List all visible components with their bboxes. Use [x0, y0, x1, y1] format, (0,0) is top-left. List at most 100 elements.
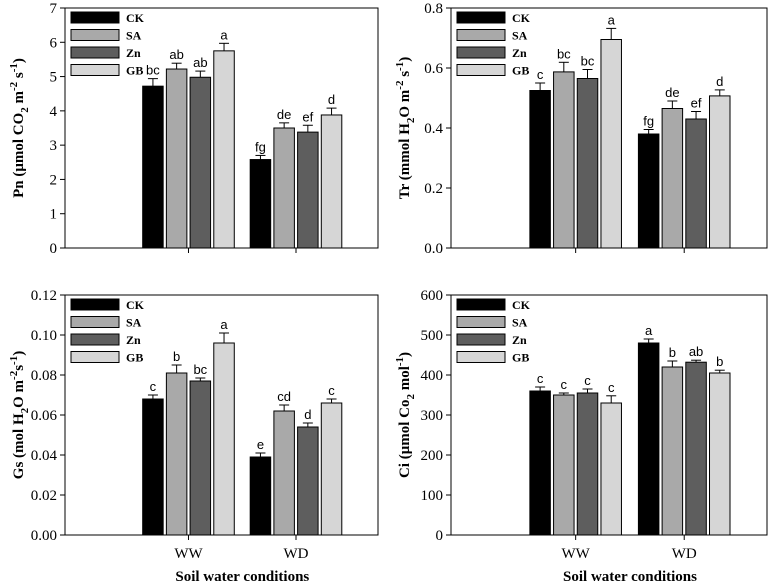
significance-letter: fg — [643, 114, 654, 129]
y-tick-label: 0.10 — [31, 328, 57, 344]
legend-swatch-ck — [456, 298, 506, 311]
legend-label-sa: SA — [126, 316, 142, 330]
legend-swatch-gb — [456, 64, 506, 76]
y-tick-label: 0 — [50, 241, 58, 257]
bar-ck-wd — [637, 133, 660, 249]
legend-swatch-gb — [456, 351, 506, 363]
chart-panel-tr: 0.0 0.2 0.4 0.6 0.8 c fg bc de bc ef a d CK SA Zn GB Tr (… — [394, 1, 768, 257]
y-tick-label: 2 — [50, 172, 58, 188]
y-tick-label: 5 — [50, 70, 58, 86]
bar-sa-wd — [661, 108, 684, 249]
legend-swatch-ck — [70, 11, 120, 24]
y-axis-label: Gs (mol H2O m-2s-1) — [8, 351, 31, 479]
y-tick-label: 0 — [436, 528, 444, 544]
legend-swatch-gb — [70, 351, 120, 363]
legend-swatch-sa — [70, 29, 120, 41]
legend-label-gb: GB — [126, 64, 143, 78]
bar-ck-wd — [249, 159, 272, 249]
bar-ck-wd — [637, 342, 660, 536]
bar-gb-ww — [600, 39, 622, 249]
bar-ck-ww — [529, 390, 551, 536]
legend-swatch-sa — [456, 316, 506, 328]
bar-sa-ww — [165, 372, 188, 536]
significance-letter: ef — [691, 96, 702, 111]
bar-zn-wd — [685, 361, 707, 536]
legend-swatch-ck — [70, 298, 120, 311]
legend-swatch-zn — [70, 333, 120, 346]
significance-letter: de — [665, 85, 679, 100]
significance-letter: c — [537, 67, 544, 82]
legend-swatch-gb — [70, 64, 120, 76]
bar-sa-ww — [165, 68, 188, 249]
bar-gb-wd — [709, 372, 731, 536]
x-tick-label: WW — [174, 546, 203, 562]
y-tick-label: 0.02 — [31, 488, 57, 504]
bar-zn-wd — [297, 426, 319, 536]
significance-letter: ab — [689, 344, 703, 359]
y-tick-label: 0.2 — [424, 181, 443, 197]
significance-letter: c — [608, 380, 615, 395]
significance-letter: c — [561, 377, 568, 392]
y-axis-label: Pn (μmol CO2 m-2 s-1) — [8, 58, 31, 198]
bar-gb-ww — [600, 402, 622, 536]
significance-letter: fg — [255, 139, 266, 154]
legend-swatch-sa — [70, 316, 120, 328]
bar-zn-ww — [576, 78, 599, 249]
bar-zn-ww — [189, 380, 212, 536]
significance-letter: b — [173, 349, 180, 364]
legend-label-gb: GB — [126, 351, 143, 365]
significance-letter: d — [304, 407, 311, 422]
bar-zn-ww — [189, 76, 212, 249]
bar-gb-wd — [320, 402, 343, 536]
legend-label-sa: SA — [512, 316, 528, 330]
significance-letter: b — [716, 354, 723, 369]
legend-label-sa: SA — [512, 29, 528, 43]
chart-panel-pn: 0 1 2 3 4 5 6 7 bc fg ab de ab ef a d CK SA Zn GB Pn (μmol C… — [8, 1, 379, 257]
y-tick-label: 0.00 — [31, 528, 57, 544]
legend-label-ck: CK — [126, 11, 145, 25]
x-tick-label: WD — [283, 546, 308, 562]
y-tick-label: 400 — [421, 368, 444, 384]
y-tick-label: 0.4 — [424, 121, 443, 137]
legend-swatch-zn — [456, 46, 506, 59]
y-tick-label: 1 — [50, 207, 58, 223]
bar-sa-wd — [661, 366, 684, 536]
significance-letter: bc — [193, 362, 207, 377]
significance-letter: d — [328, 92, 335, 107]
significance-letter: bc — [557, 46, 571, 61]
bar-gb-wd — [320, 114, 343, 249]
y-tick-label: 200 — [421, 448, 444, 464]
bar-sa-ww — [553, 71, 575, 249]
legend-swatch-zn — [456, 333, 506, 346]
legend-swatch-zn — [70, 46, 120, 59]
legend-label-zn: Zn — [126, 46, 141, 60]
significance-letter: b — [669, 345, 676, 360]
y-tick-label: 0.06 — [31, 408, 58, 424]
legend-label-ck: CK — [512, 298, 531, 312]
bar-ck-ww — [142, 85, 164, 249]
y-tick-label: 4 — [50, 104, 58, 120]
significance-letter: a — [220, 317, 228, 332]
y-tick-label: 3 — [50, 138, 58, 154]
bar-ck-ww — [529, 90, 551, 249]
significance-letter: bc — [581, 54, 595, 69]
bar-sa-wd — [273, 127, 295, 249]
y-tick-label: 6 — [50, 35, 58, 51]
y-tick-label: 500 — [421, 328, 444, 344]
significance-letter: a — [608, 12, 616, 27]
y-tick-label: 0.04 — [31, 448, 58, 464]
y-tick-label: 600 — [421, 288, 444, 304]
legend-swatch-sa — [456, 29, 506, 41]
y-tick-label: 0.12 — [31, 288, 57, 304]
significance-letter: ab — [169, 47, 183, 62]
legend-label-zn: Zn — [126, 333, 141, 347]
bar-sa-ww — [553, 394, 575, 536]
bar-gb-ww — [213, 342, 235, 536]
y-tick-label: 0.8 — [424, 1, 443, 17]
x-tick-label: WW — [561, 546, 590, 562]
significance-letter: bc — [146, 63, 160, 78]
y-axis-label: Tr (mmol H2O m-2 s-1) — [394, 57, 417, 199]
y-tick-label: 7 — [50, 1, 58, 17]
significance-letter: a — [220, 27, 228, 42]
